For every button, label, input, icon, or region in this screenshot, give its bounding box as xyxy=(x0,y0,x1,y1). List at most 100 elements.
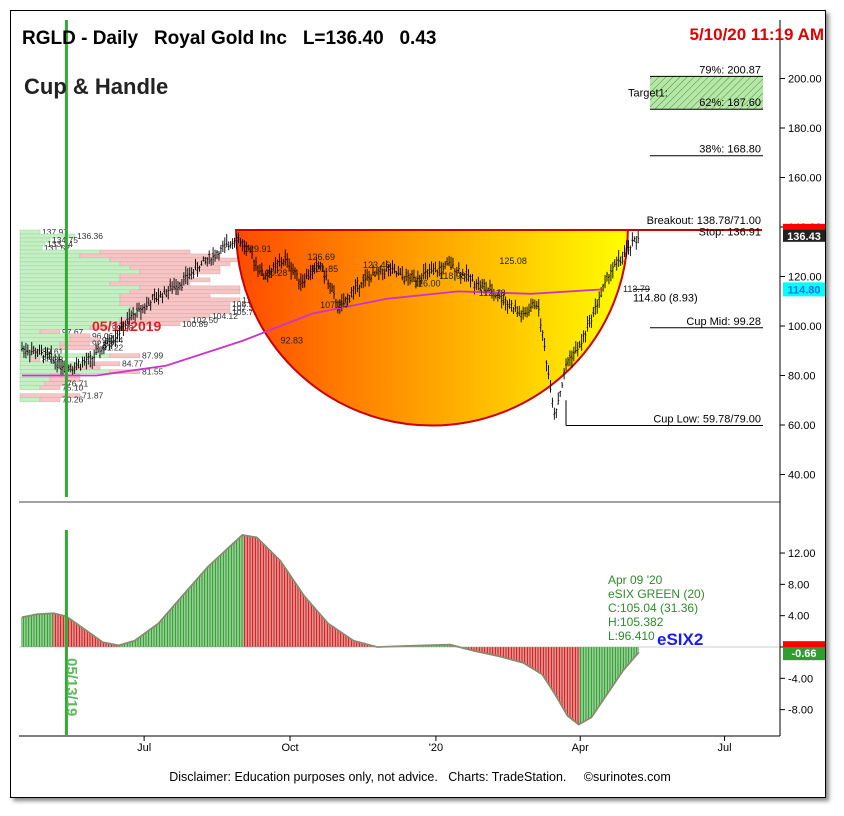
profile-label: 96.06 xyxy=(92,331,114,341)
profile-label: 70.26 xyxy=(62,395,84,405)
ma-level-label: 114.80 (8.93) xyxy=(633,292,698,304)
osc-smooth-line xyxy=(21,534,640,726)
vertical-marker-label: 05/13/19 xyxy=(63,658,80,716)
cup-low-label: Cup Low: 59.78/79.00 xyxy=(653,414,761,426)
profile-down-bar xyxy=(139,269,221,275)
ma-line xyxy=(22,288,603,377)
x-tick-label: Oct xyxy=(281,742,298,754)
profile-label: 131.52 xyxy=(44,243,70,253)
profile-up-bar xyxy=(19,253,81,259)
profile-label: 100.89 xyxy=(182,319,208,329)
price-labels: 129.91 120.28 126.69 121.85 123.46 107.34 116.… xyxy=(244,244,650,346)
profile-label: 87.99 xyxy=(142,351,164,361)
y-tick-label: 40.00 xyxy=(788,470,816,482)
profile-label: 94.44 xyxy=(102,335,124,345)
cup-mid-label: Cup Mid: 99.28 xyxy=(686,316,761,328)
profile-down-bar xyxy=(109,353,141,358)
profile-label: 104.12 xyxy=(212,311,238,321)
profile-label: 107.34 xyxy=(232,303,258,313)
profile-down-bar xyxy=(99,249,191,255)
date-annotation: 05/11/2019 xyxy=(92,318,162,334)
profile-label: 84.77 xyxy=(122,359,144,369)
price-label: 116.00 xyxy=(414,278,441,288)
profile-label: 91.22 xyxy=(102,343,124,353)
profile-down-bar xyxy=(119,273,191,279)
breakout-label: Breakout: 138.78/71.00 xyxy=(647,215,761,227)
profile-up-bar xyxy=(19,289,131,295)
x-tick-label: Jul xyxy=(718,742,732,754)
profile-up-bar xyxy=(19,269,141,275)
osc-title: eSIX2 xyxy=(657,630,703,649)
profile-up-bar xyxy=(19,249,101,255)
osc-y-tick-label: -4.00 xyxy=(788,673,813,685)
x-tick-label: Jul xyxy=(137,742,151,754)
price-label: 125.08 xyxy=(499,256,527,266)
profile-label: 108.95 xyxy=(232,299,258,309)
profile-down-bar xyxy=(89,325,111,330)
profile-down-bar xyxy=(79,253,221,259)
profile-up-bar xyxy=(19,329,41,334)
osc-y-tick-label: 4.00 xyxy=(788,611,809,623)
osc-y-tick-label: 12.00 xyxy=(788,548,816,560)
profile-label: 105.73 xyxy=(232,307,258,317)
y-tick-label: 120.00 xyxy=(788,272,822,284)
profile-down-bar xyxy=(109,257,241,263)
profile-up-bar xyxy=(19,333,71,338)
profile-up-bar xyxy=(19,285,141,291)
y-tick-label: 60.00 xyxy=(788,420,816,432)
profile-up-bar xyxy=(19,305,131,311)
cup-body xyxy=(235,229,629,427)
profile-label: 102.50 xyxy=(192,315,218,325)
y-tick-label: 80.00 xyxy=(788,371,816,383)
profile-up-bar xyxy=(19,293,121,299)
y-tick-label: 180.00 xyxy=(788,123,822,135)
fib-38-label: 38%: 168.80 xyxy=(699,144,761,156)
osc-y-tick-label: 8.00 xyxy=(788,579,809,591)
osc-y-tick-label: -8.00 xyxy=(788,705,813,717)
profile-label: 136.36 xyxy=(77,231,103,241)
price-label: 123.46 xyxy=(363,260,391,270)
x-axis: Jul Oct '20 Apr Jul xyxy=(137,736,732,754)
x-tick-label: Apr xyxy=(572,742,589,754)
price-label: 121.85 xyxy=(311,264,339,274)
esix-oscillator xyxy=(19,534,780,726)
profile-label: 71.87 xyxy=(82,391,104,401)
profile-up-bar xyxy=(19,273,121,279)
symbol-line: RGLD - Daily Royal Gold Inc L=136.40 0.4… xyxy=(22,28,436,49)
profile-up-bar xyxy=(19,365,61,370)
profile-up-bar xyxy=(19,309,141,315)
osc-info-high: H:105.382 xyxy=(608,615,664,629)
profile-down-bar xyxy=(129,265,221,271)
profile-up-bar xyxy=(19,297,121,303)
osc-last-tag: -0.66 xyxy=(783,646,825,661)
profile-up-bar xyxy=(19,385,41,390)
profile-label: 89.61 xyxy=(42,347,64,357)
y-tick-label: 160.00 xyxy=(788,173,822,185)
profile-up-bar xyxy=(19,377,51,382)
osc-info-box: Apr 09 '20 eSIX GREEN (20) C:105.04 (31.… xyxy=(608,573,705,643)
profile-down-bar xyxy=(69,333,91,338)
profile-down-bar xyxy=(59,341,91,346)
osc-last-value: -0.66 xyxy=(791,648,816,660)
moving-average xyxy=(22,288,603,377)
price-label: 107.34 xyxy=(320,300,348,310)
profile-label: 81.55 xyxy=(142,367,164,377)
profile-label: 137.97 xyxy=(42,227,68,237)
target1-label: Target1: xyxy=(628,87,668,99)
price-label: 129.91 xyxy=(244,244,272,254)
ma-tag: 114.80 xyxy=(783,282,825,297)
last-price-value: 136.43 xyxy=(787,231,821,243)
profile-label: 99.28 xyxy=(112,323,134,333)
profile-down-bar xyxy=(109,321,181,326)
profile-label: 97.67 xyxy=(62,327,84,337)
profile-down-bar xyxy=(119,277,211,283)
profile-down-bar xyxy=(39,385,61,390)
profile-up-bar xyxy=(19,381,46,386)
profile-up-bar xyxy=(19,245,43,251)
x-tick-label: '20 xyxy=(429,742,443,754)
profile-label: 76.71 xyxy=(67,379,89,389)
timestamp: 5/10/20 11:19 AM xyxy=(689,25,824,44)
price-y-axis: 40.0060.0080.00100.00120.00140.00160.001… xyxy=(780,74,822,482)
target-zone xyxy=(650,76,763,110)
ma-value: 114.80 xyxy=(787,284,820,296)
